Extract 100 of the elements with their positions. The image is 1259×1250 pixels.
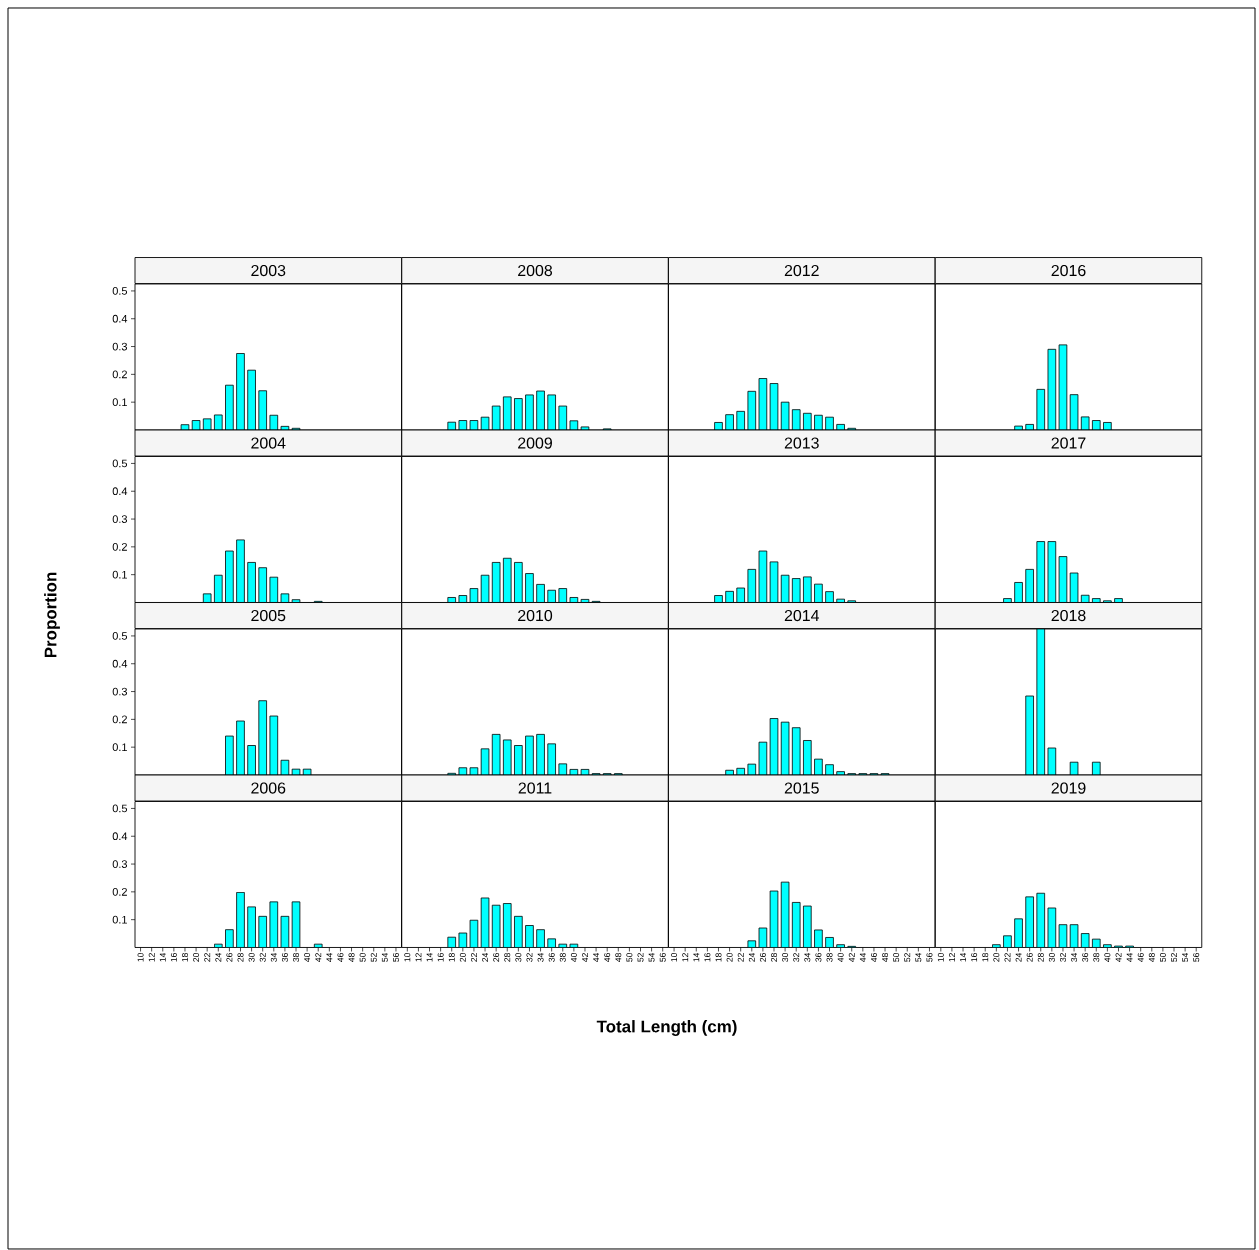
x-tick-label: 24 <box>482 952 488 962</box>
x-tick-label: 50 <box>626 953 633 962</box>
chart-title: 2004 <box>251 437 286 449</box>
x-tick-label: 18 <box>448 953 455 962</box>
x-tick-label: 36 <box>548 953 555 962</box>
x-tick-label: 48 <box>615 953 622 962</box>
x-tick-label: 16 <box>704 953 711 962</box>
chart-title: 2018 <box>1051 609 1086 622</box>
x-tick-label: 22 <box>737 953 744 962</box>
x-tick-label: 34 <box>1071 952 1078 962</box>
x-tick-label: 26 <box>226 953 233 962</box>
x-tick-label: 42 <box>315 953 322 962</box>
x-tick-label: 46 <box>870 953 877 962</box>
chart-title: 2017 <box>1051 437 1086 449</box>
x-tick-label: 52 <box>637 953 644 962</box>
x-tick-label: 30 <box>248 953 255 962</box>
x-tick-label: 46 <box>1137 953 1144 962</box>
chart-title: 2016 <box>1051 264 1086 277</box>
x-tick-label: 10 <box>937 953 944 962</box>
chart-title: 2014 <box>784 609 820 622</box>
x-tick-label: 32 <box>259 953 266 962</box>
x-tick-label: 12 <box>682 953 689 962</box>
x-tick-label: 48 <box>348 953 355 962</box>
x-tick-label: 36 <box>1082 953 1089 962</box>
chart-title: 2003 <box>251 264 286 277</box>
chart-title: 2009 <box>518 437 552 449</box>
x-tick-label: 12 <box>148 953 155 962</box>
x-tick-label: 24 <box>748 952 755 962</box>
y-tick-label: 0.5 <box>112 804 128 813</box>
chart-title: 2005 <box>251 609 286 622</box>
x-tick-label: 22 <box>470 953 477 962</box>
x-tick-label: 32 <box>526 953 533 962</box>
x-tick-label: 30 <box>515 953 522 962</box>
x-tick-label: 50 <box>1159 953 1166 962</box>
y-tick-label: 0.2 <box>112 542 127 551</box>
x-tick-label: 22 <box>1004 953 1011 962</box>
x-tick-label: 30 <box>1048 953 1055 962</box>
x-tick-label: 50 <box>893 953 900 962</box>
x-tick-label: 38 <box>559 953 566 962</box>
x-tick-label: 42 <box>582 953 588 962</box>
x-tick-label: 32 <box>793 953 800 962</box>
x-tick-label: 36 <box>815 953 822 962</box>
x-tick-label: 28 <box>504 953 511 962</box>
x-tick-label: 56 <box>1193 953 1200 962</box>
x-tick-label: 50 <box>359 953 366 962</box>
x-tick-label: 48 <box>882 953 889 962</box>
x-tick-label: 40 <box>304 953 311 962</box>
y-tick-label: 0.2 <box>112 887 127 896</box>
x-tick-label: 30 <box>782 953 789 962</box>
x-tick-label: 28 <box>237 953 244 962</box>
x-tick-label: 32 <box>1059 953 1066 962</box>
y-tick-label: 0.5 <box>112 287 128 295</box>
y-tick-label: 0.1 <box>112 743 127 752</box>
chart-title: 2010 <box>518 609 553 622</box>
x-tick-label: 38 <box>826 953 833 962</box>
y-tick-label: 0.4 <box>112 487 128 496</box>
x-tick-label: 14 <box>159 952 166 962</box>
chart-title: 2015 <box>784 782 819 794</box>
x-tick-label: 20 <box>726 953 733 962</box>
x-tick-label: 44 <box>1126 952 1133 962</box>
x-tick-label: 52 <box>370 953 377 962</box>
x-tick-label: 14 <box>960 952 966 962</box>
x-tick-label: 44 <box>593 952 599 962</box>
chart-title: 2013 <box>784 437 819 449</box>
x-tick-label: 20 <box>993 953 1000 962</box>
x-tick-label: 56 <box>659 953 666 962</box>
x-tick-label: 24 <box>215 952 222 962</box>
x-tick-label: 40 <box>570 953 577 962</box>
x-tick-label: 14 <box>693 952 700 962</box>
x-tick-label: 10 <box>671 953 678 962</box>
x-tick-label: 54 <box>648 952 655 962</box>
x-tick-label: 12 <box>948 953 955 962</box>
y-tick-label: 0.5 <box>112 632 128 640</box>
x-tick-label: 56 <box>926 953 933 962</box>
chart-title: 2012 <box>784 264 819 277</box>
x-tick-label: 52 <box>904 953 911 962</box>
x-tick-label: 26 <box>493 953 500 962</box>
x-tick-label: 40 <box>837 953 844 962</box>
x-tick-label: 38 <box>293 953 300 962</box>
y-tick-label: 0.2 <box>112 715 127 724</box>
x-tick-label: 40 <box>1104 953 1111 962</box>
x-tick-label: 18 <box>181 953 188 962</box>
y-tick-label: 0.2 <box>112 370 127 379</box>
x-tick-label: 18 <box>982 953 989 962</box>
x-tick-label: 42 <box>1115 953 1122 962</box>
x-tick-label: 46 <box>604 953 611 962</box>
x-tick-label: 12 <box>415 953 422 962</box>
x-tick-label: 34 <box>804 952 811 962</box>
x-tick-label: 16 <box>971 953 978 962</box>
x-tick-label: 20 <box>193 953 200 962</box>
y-tick-label: 0.4 <box>112 659 128 668</box>
chart-title: 2019 <box>1051 782 1086 794</box>
x-tick-label: 48 <box>1148 953 1155 962</box>
x-tick-label: 34 <box>270 952 277 962</box>
y-tick-label: 0.3 <box>112 687 127 696</box>
x-tick-label: 14 <box>426 952 433 962</box>
x-tick-label: 44 <box>859 952 866 962</box>
x-tick-label: 52 <box>1171 953 1177 962</box>
x-tick-label: 26 <box>1026 953 1033 962</box>
x-tick-label: 28 <box>1037 953 1044 962</box>
